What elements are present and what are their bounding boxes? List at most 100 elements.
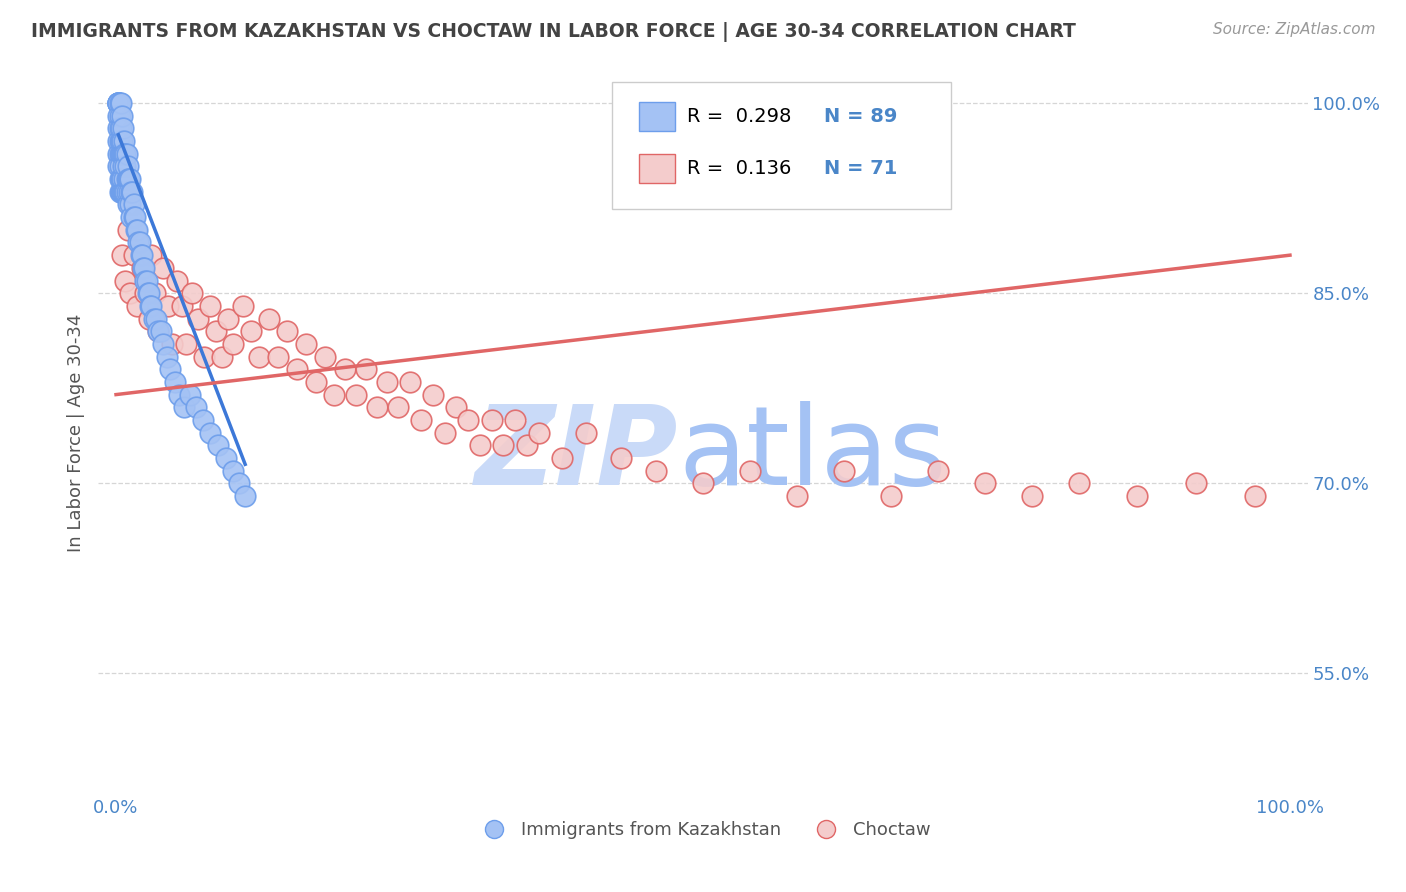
Point: [122, 210, 145, 224]
Point: [468, 438, 491, 452]
Point: [134, 286, 156, 301]
Point: [110, 185, 132, 199]
Point: [516, 438, 538, 452]
Point: [344, 387, 367, 401]
Point: [136, 286, 159, 301]
Point: [198, 299, 221, 313]
Point: [173, 401, 195, 415]
Point: [492, 438, 515, 452]
Point: [880, 489, 903, 503]
Text: N = 89: N = 89: [824, 107, 897, 127]
Point: [457, 413, 479, 427]
Point: [152, 337, 174, 351]
Point: [131, 260, 153, 275]
Point: [112, 121, 135, 136]
Point: [222, 337, 245, 351]
Point: [108, 96, 131, 111]
Point: [198, 425, 221, 440]
Point: [204, 324, 226, 338]
Point: [155, 350, 177, 364]
Point: [112, 146, 135, 161]
Point: [110, 96, 132, 111]
Point: [135, 273, 157, 287]
Point: [107, 96, 129, 111]
Point: [117, 197, 139, 211]
Point: [170, 299, 193, 313]
Text: R =  0.136: R = 0.136: [688, 160, 792, 178]
Point: [176, 337, 198, 351]
Point: [211, 350, 233, 364]
Point: [191, 413, 214, 427]
Legend: Immigrants from Kazakhstan, Choctaw: Immigrants from Kazakhstan, Choctaw: [468, 814, 938, 847]
Point: [112, 185, 135, 199]
Point: [411, 413, 433, 427]
Point: [832, 464, 855, 478]
FancyBboxPatch shape: [638, 103, 675, 131]
Point: [131, 248, 153, 262]
Point: [110, 121, 132, 136]
Point: [446, 401, 468, 415]
Point: [222, 464, 245, 478]
Point: [152, 260, 174, 275]
Point: [193, 350, 215, 364]
Point: [107, 96, 129, 111]
Point: [111, 185, 134, 199]
Point: [169, 387, 191, 401]
Point: [692, 476, 714, 491]
Point: [159, 362, 181, 376]
Point: [108, 121, 131, 136]
Point: [481, 413, 503, 427]
Point: [115, 185, 138, 199]
Point: [120, 210, 142, 224]
Point: [1021, 489, 1043, 503]
Point: [304, 375, 326, 389]
Point: [108, 134, 131, 148]
Point: [240, 324, 263, 338]
Point: [125, 223, 148, 237]
Point: [551, 450, 574, 465]
Point: [120, 185, 142, 199]
Point: [162, 337, 184, 351]
Point: [139, 299, 162, 313]
Point: [233, 489, 256, 503]
Point: [527, 425, 550, 440]
Point: [366, 401, 388, 415]
Point: [228, 476, 250, 491]
Point: [375, 375, 398, 389]
Point: [108, 160, 131, 174]
Point: [398, 375, 420, 389]
Point: [110, 146, 132, 161]
Point: [114, 273, 136, 287]
Point: [111, 146, 134, 161]
Point: [108, 109, 131, 123]
Point: [433, 425, 456, 440]
Point: [1243, 489, 1265, 503]
Point: [112, 172, 135, 186]
Point: [786, 489, 808, 503]
Point: [111, 134, 134, 148]
Point: [122, 197, 145, 211]
Text: N = 71: N = 71: [824, 160, 897, 178]
Point: [115, 146, 138, 161]
Point: [422, 387, 444, 401]
Point: [207, 438, 229, 452]
Point: [247, 350, 270, 364]
Point: [121, 185, 143, 199]
Point: [285, 362, 308, 376]
Point: [257, 311, 280, 326]
Point: [112, 185, 135, 199]
Point: [118, 185, 141, 199]
Point: [111, 109, 134, 123]
Point: [114, 160, 136, 174]
Point: [295, 337, 318, 351]
Point: [127, 235, 149, 250]
Point: [134, 260, 156, 275]
Point: [138, 286, 160, 301]
Point: [323, 387, 346, 401]
Point: [108, 185, 131, 199]
Point: [267, 350, 290, 364]
Point: [107, 96, 129, 111]
Point: [111, 248, 134, 262]
Point: [149, 324, 172, 338]
Y-axis label: In Labor Force | Age 30-34: In Labor Force | Age 30-34: [66, 313, 84, 552]
